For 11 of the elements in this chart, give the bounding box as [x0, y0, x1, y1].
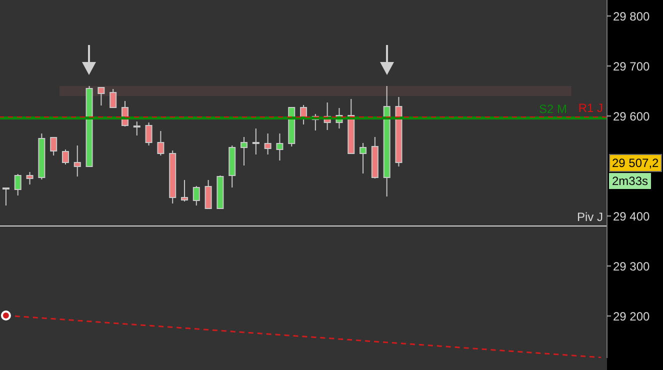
- ref-line-label: S2 M: [538, 102, 567, 116]
- y-tick-label: 29 600: [613, 109, 650, 124]
- y-tick-label: 29 700: [613, 59, 650, 74]
- ref-line-label: R1 J: [578, 101, 603, 115]
- y-tick-label: 29 800: [613, 9, 650, 24]
- text: 2m33s: [609, 172, 652, 188]
- text: 29 507,2: [609, 154, 662, 172]
- ref-line-label: Piv J: [576, 210, 603, 224]
- y-tick-label: 29 200: [613, 309, 650, 324]
- y-tick-label: 29 400: [613, 209, 650, 224]
- y-tick-label: 29 300: [613, 259, 650, 274]
